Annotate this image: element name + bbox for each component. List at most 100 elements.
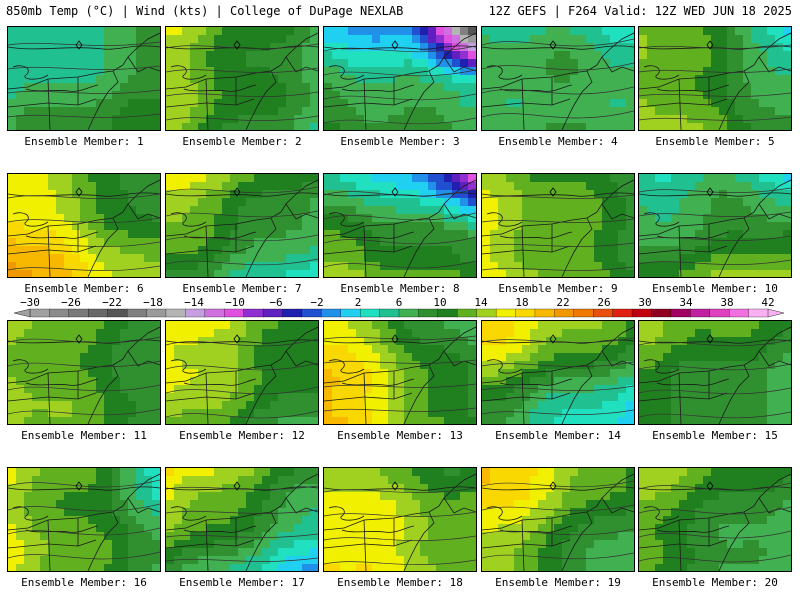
temperature-cell — [562, 508, 570, 516]
temperature-cell — [460, 353, 468, 361]
temperature-cell — [554, 516, 562, 524]
temperature-cell — [72, 83, 80, 91]
temperature-cell — [396, 401, 404, 409]
temperature-cell — [222, 230, 230, 238]
temperature-cell — [594, 262, 602, 270]
temperature-cell — [412, 468, 420, 476]
temperature-cell — [56, 345, 64, 353]
temperature-cell — [112, 377, 120, 385]
temperature-cell — [671, 51, 679, 59]
temperature-cell — [404, 353, 412, 361]
temperature-cell — [594, 401, 602, 409]
temperature-cell — [482, 107, 490, 115]
temperature-cell — [460, 107, 468, 115]
temperature-cell — [222, 548, 230, 556]
boundary-line — [285, 203, 318, 220]
temperature-cell — [444, 516, 452, 524]
temperature-cell — [128, 508, 136, 516]
temperature-cell — [206, 500, 214, 508]
temperature-cell — [72, 532, 80, 540]
temperature-cell — [460, 337, 468, 345]
temperature-cell — [222, 262, 230, 270]
temperature-cell — [530, 91, 538, 99]
temperature-cell — [428, 524, 436, 532]
temperature-cell — [570, 377, 578, 385]
temperature-cell — [775, 99, 783, 107]
temperature-cell — [626, 238, 634, 246]
temperature-cell — [735, 254, 743, 262]
temperature-cell — [618, 524, 626, 532]
contour-line — [166, 258, 318, 266]
temperature-cell — [514, 329, 522, 337]
temperature-cell — [562, 270, 570, 277]
boundary-line — [438, 326, 476, 360]
temperature-field — [639, 27, 791, 130]
contour-line — [8, 503, 160, 512]
temperature-cell — [262, 43, 270, 51]
temperature-cell — [348, 27, 356, 35]
temperature-cell — [48, 321, 56, 329]
temperature-cell — [498, 246, 506, 254]
temperature-cell — [663, 51, 671, 59]
temperature-cell — [767, 75, 775, 83]
temperature-cell — [302, 548, 310, 556]
temperature-cell — [152, 270, 160, 277]
temperature-cell — [618, 238, 626, 246]
temperature-cell — [56, 353, 64, 361]
temperature-cell — [554, 214, 562, 222]
temperature-cell — [578, 417, 586, 424]
temperature-cell — [380, 353, 388, 361]
temperature-cell — [412, 369, 420, 377]
temperature-cell — [578, 401, 586, 409]
temperature-cell — [144, 492, 152, 500]
temperature-cell — [522, 27, 530, 35]
temperature-cell — [602, 238, 610, 246]
temperature-cell — [128, 83, 136, 91]
temperature-cell — [482, 43, 490, 51]
temperature-cell — [40, 238, 48, 246]
temperature-cell — [679, 123, 687, 130]
temperature-cell — [482, 369, 490, 377]
temperature-cell — [618, 468, 626, 476]
temperature-cell — [182, 238, 190, 246]
temperature-cell — [639, 262, 647, 270]
temperature-cell — [711, 222, 719, 230]
temperature-cell — [570, 107, 578, 115]
temperature-cell — [490, 468, 498, 476]
boundary-line — [643, 212, 680, 227]
temperature-cell — [618, 270, 626, 277]
contour-line — [166, 67, 318, 73]
temperature-cell — [594, 91, 602, 99]
temperature-cell — [388, 35, 396, 43]
temperature-cell — [190, 107, 198, 115]
temperature-cell — [783, 377, 791, 385]
contour-line — [324, 212, 476, 221]
temperature-cell — [468, 377, 476, 385]
temperature-cell — [719, 393, 727, 401]
temperature-cell — [610, 377, 618, 385]
temperature-cell — [152, 476, 160, 484]
temperature-cell — [262, 214, 270, 222]
boundary-line — [127, 350, 160, 367]
temperature-cell — [671, 123, 679, 130]
temperature-cell — [554, 91, 562, 99]
temperature-cell — [128, 556, 136, 564]
temperature-cell — [286, 409, 294, 417]
temperature-cell — [310, 83, 318, 91]
temperature-cell — [743, 99, 751, 107]
temperature-cell — [128, 107, 136, 115]
temperature-cell — [262, 182, 270, 190]
ensemble-panel — [323, 320, 477, 425]
temperature-cell — [294, 417, 302, 424]
temperature-cell — [522, 361, 530, 369]
temperature-cell — [498, 107, 506, 115]
temperature-cell — [783, 262, 791, 270]
temperature-cell — [72, 182, 80, 190]
temperature-cell — [610, 532, 618, 540]
temperature-cell — [703, 345, 711, 353]
temperature-cell — [618, 532, 626, 540]
temperature-cell — [444, 393, 452, 401]
temperature-cell — [594, 492, 602, 500]
temperature-cell — [428, 91, 436, 99]
temperature-cell — [166, 401, 174, 409]
